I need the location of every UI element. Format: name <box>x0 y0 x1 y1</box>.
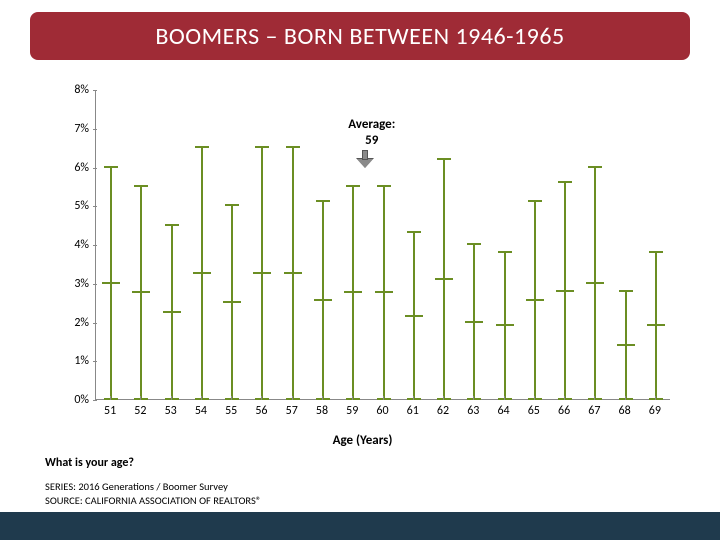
title-band: BOOMERS – BORN BETWEEN 1946-1965 <box>30 12 690 60</box>
y-tick-label: 3% <box>74 277 89 291</box>
y-tick-label: 7% <box>74 122 89 136</box>
average-label-text-2: 59 <box>348 133 395 149</box>
x-tick-label: 54 <box>195 404 207 418</box>
y-tick-label: 5% <box>74 199 89 213</box>
x-tick-label: 68 <box>619 404 631 418</box>
x-tick-label: 55 <box>225 404 237 418</box>
series-note: SERIES: 2016 Generations / Boomer Survey <box>45 480 228 493</box>
x-axis-title: Age (Years) <box>333 433 393 448</box>
plot-area: Average: 59 <box>95 90 670 400</box>
x-tick-label: 63 <box>467 404 479 418</box>
x-axis: 51 52 53 54 55 56 57 58 59 60 61 62 63 64 65 66 67 68 69 <box>95 400 670 430</box>
page-title: BOOMERS – BORN BETWEEN 1946-1965 <box>155 22 564 51</box>
x-tick-label: 69 <box>649 404 661 418</box>
x-tick-label: 65 <box>528 404 540 418</box>
source-note: SOURCE: CALIFORNIA ASSOCIATION OF REALTO… <box>45 494 261 507</box>
y-tick-label: 6% <box>74 161 89 175</box>
x-tick-label: 66 <box>558 404 570 418</box>
x-tick-label: 64 <box>497 404 509 418</box>
x-tick-label: 58 <box>316 404 328 418</box>
age-distribution-chart: 0%1%2%3%4%5%6%7%8% Average: 59 515253545… <box>55 90 670 430</box>
average-arrow-icon <box>359 150 371 168</box>
y-tick-label: 4% <box>74 238 89 252</box>
y-axis: 0%1%2%3%4%5%6%7%8% <box>55 90 95 400</box>
x-tick-label: 51 <box>104 404 116 418</box>
x-tick-label: 52 <box>134 404 146 418</box>
slide-root: { "header": { "title": "BOOMERS – BORN B… <box>0 0 720 540</box>
average-label-text-1: Average: <box>348 117 395 133</box>
survey-question: What is your age? <box>45 456 134 470</box>
footer-band <box>0 512 720 540</box>
x-tick-label: 67 <box>588 404 600 418</box>
average-annotation: Average: 59 <box>348 117 395 148</box>
y-tick-label: 8% <box>74 83 89 97</box>
y-tick-label: 1% <box>74 354 89 368</box>
x-tick-label: 56 <box>255 404 267 418</box>
y-tick-label: 0% <box>74 393 89 407</box>
x-tick-label: 53 <box>165 404 177 418</box>
x-tick-label: 57 <box>286 404 298 418</box>
x-tick-label: 62 <box>437 404 449 418</box>
y-tick-label: 2% <box>74 316 89 330</box>
x-tick-label: 61 <box>407 404 419 418</box>
x-tick-label: 59 <box>346 404 358 418</box>
x-tick-label: 60 <box>376 404 388 418</box>
